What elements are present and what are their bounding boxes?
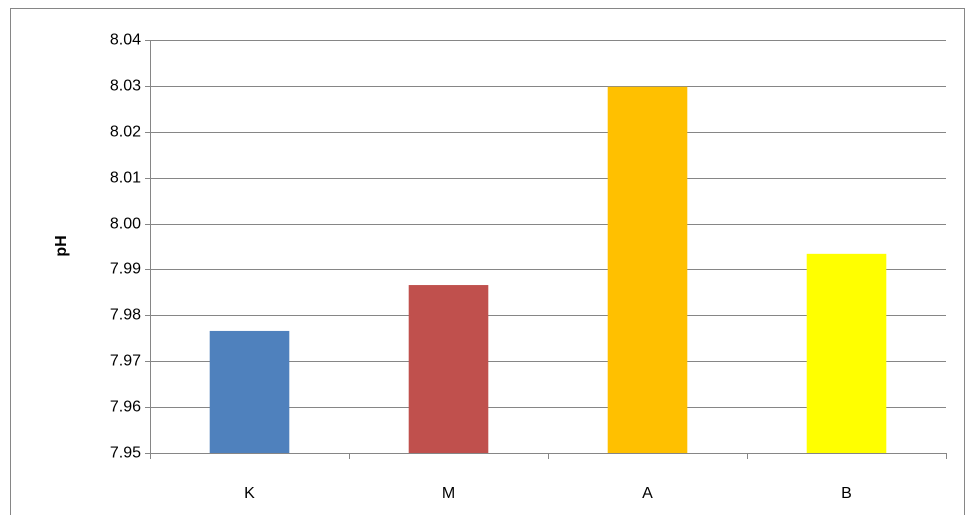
bar	[607, 86, 688, 453]
bar	[408, 285, 489, 453]
y-tick-label: 7.99	[110, 261, 141, 278]
bar	[806, 253, 887, 453]
y-tick-label: 7.97	[110, 353, 141, 370]
bar	[209, 330, 290, 453]
y-tick-label: 8.01	[110, 170, 141, 187]
y-tick-label: 7.98	[110, 307, 141, 324]
x-tick-label: M	[442, 485, 455, 502]
y-tick-label: 8.04	[110, 32, 141, 49]
y-tick-label: 8.02	[110, 124, 141, 141]
x-tick-label: A	[642, 485, 653, 502]
x-tick-label: B	[841, 485, 852, 502]
y-tick-label: 7.95	[110, 445, 141, 462]
x-tick-label: K	[244, 485, 255, 502]
y-tick-label: 8.00	[110, 216, 141, 233]
y-tick-label: 7.96	[110, 399, 141, 416]
y-axis-title: pH	[53, 235, 70, 256]
y-tick-label: 8.03	[110, 78, 141, 95]
